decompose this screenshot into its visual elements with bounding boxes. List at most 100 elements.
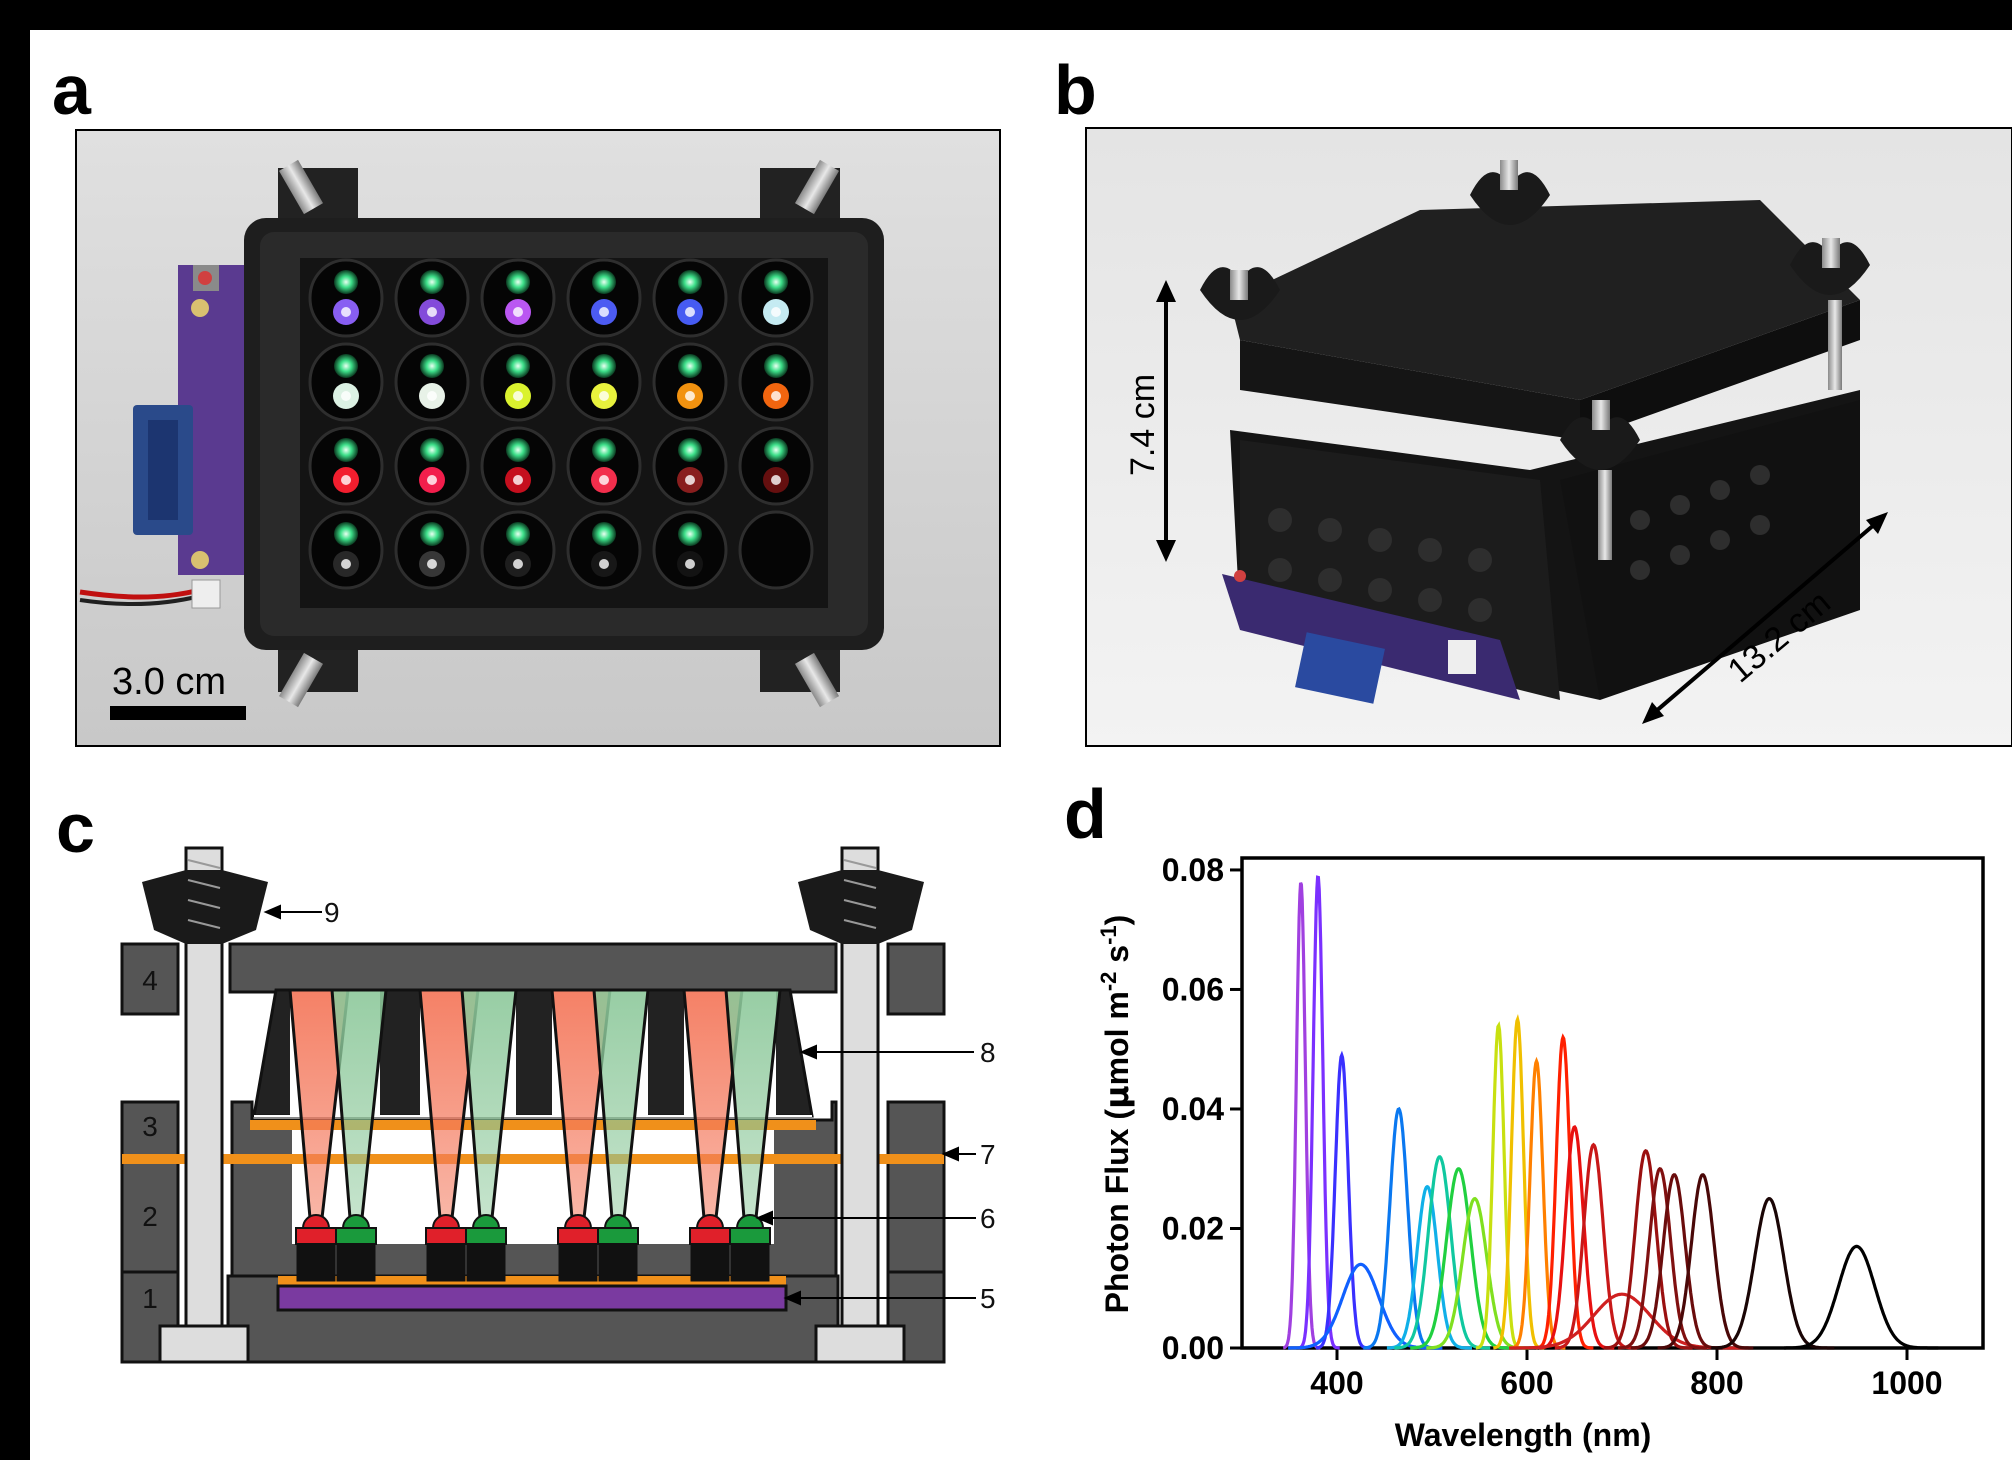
layer-4-right — [886, 942, 946, 1016]
test-led-core — [599, 559, 609, 569]
well — [394, 342, 470, 422]
well — [308, 342, 384, 422]
test-led-core — [341, 475, 351, 485]
led-base — [729, 1227, 771, 1245]
green-led — [592, 522, 616, 546]
led-socket — [598, 1242, 638, 1282]
light-beams — [288, 988, 782, 1220]
scale-bar: 3.0 cm — [110, 661, 246, 720]
test-led-core — [685, 559, 695, 569]
green-led — [420, 354, 444, 378]
green-led — [678, 270, 702, 294]
green-led — [678, 438, 702, 462]
led-base — [557, 1227, 599, 1245]
x-tick-label: 600 — [1500, 1365, 1553, 1401]
y-axis-label-s: s — [1099, 945, 1135, 972]
test-led-core — [427, 391, 437, 401]
bolt-bottom-right — [794, 652, 840, 708]
test-led-core — [341, 559, 351, 569]
y-axis-label-unit: mol m — [1099, 991, 1135, 1085]
spectrum-series — [1535, 1033, 1594, 1350]
test-led-core — [341, 307, 351, 317]
bolt-left — [142, 846, 268, 1364]
test-led-core — [513, 391, 523, 401]
test-led-core — [771, 307, 781, 317]
layer-label-3: 3 — [142, 1111, 158, 1142]
spectrum-series — [1282, 882, 1321, 1350]
led-base — [597, 1227, 639, 1245]
y-axis-label-mu: μ — [1098, 1085, 1136, 1109]
test-led-core — [513, 559, 523, 569]
wing-nut-front-left — [1200, 267, 1280, 320]
wing-nut-right — [1790, 238, 1870, 390]
led-socket — [296, 1242, 336, 1282]
height-dimension: 7.4 cm — [1124, 280, 1176, 562]
green-led — [506, 354, 530, 378]
green-led — [334, 438, 358, 462]
well — [566, 258, 642, 338]
green-led — [764, 438, 788, 462]
height-dimension-label: 7.4 cm — [1124, 374, 1162, 476]
y-axis-label-exp2: -1 — [1096, 925, 1121, 945]
bolt-bottom-left — [278, 652, 324, 708]
y-tick-label: 0.02 — [1162, 1210, 1224, 1246]
callout-5: 5 — [980, 1283, 996, 1314]
spectrum-series — [1630, 1173, 1723, 1350]
led-base — [425, 1227, 467, 1245]
green-led — [764, 270, 788, 294]
well — [394, 426, 470, 506]
led-base — [335, 1227, 377, 1245]
well — [308, 510, 384, 590]
led-row — [295, 1214, 771, 1282]
test-led-core — [427, 559, 437, 569]
y-axis-label-prefix: Photon Flux ( — [1099, 1109, 1135, 1314]
pcb-board — [133, 265, 256, 575]
test-led-core — [513, 475, 523, 485]
callout-8: 8 — [980, 1037, 996, 1068]
test-led-core — [513, 307, 523, 317]
well — [394, 258, 470, 338]
well — [738, 342, 814, 422]
well — [652, 510, 728, 590]
panel-d: d 400 600 800 1000 0.00 0.02 0.04 0.06 0.08 Wave… — [1064, 775, 1985, 1453]
test-led-core — [685, 307, 695, 317]
led-socket — [336, 1242, 376, 1282]
well — [480, 342, 556, 422]
led-socket — [426, 1242, 466, 1282]
y-tick-label: 0.06 — [1162, 971, 1224, 1007]
test-led-core — [599, 307, 609, 317]
y-axis-label-exp1: -2 — [1096, 972, 1121, 992]
led-dome — [471, 1214, 501, 1229]
test-led-core — [685, 475, 695, 485]
green-led — [420, 522, 444, 546]
led-base — [465, 1227, 507, 1245]
green-led — [420, 270, 444, 294]
well — [480, 258, 556, 338]
spectrum-series — [1657, 1173, 1754, 1350]
well — [566, 510, 642, 590]
well — [738, 426, 814, 506]
green-led — [334, 354, 358, 378]
x-axis-label: Wavelength (nm) — [1395, 1417, 1652, 1453]
well — [480, 426, 556, 506]
y-tick-label: 0.08 — [1162, 852, 1224, 888]
green-led — [506, 438, 530, 462]
spectrum-series — [1386, 1184, 1472, 1350]
wing-nut-front-right — [1560, 400, 1640, 560]
wing-nut-back — [1470, 160, 1550, 225]
panel-d-label: d — [1064, 775, 1107, 853]
led-base — [689, 1227, 731, 1245]
well — [566, 426, 642, 506]
callout-6: 6 — [980, 1203, 996, 1234]
well — [566, 342, 642, 422]
gasket-layer-3 — [122, 1154, 944, 1164]
green-led — [506, 522, 530, 546]
green-led — [592, 438, 616, 462]
scale-bar-label: 3.0 cm — [112, 661, 226, 703]
bolt-top-left — [278, 159, 324, 215]
callouts — [263, 904, 976, 1306]
led-dome — [301, 1214, 331, 1229]
test-led-core — [685, 391, 695, 401]
gasket-pcb — [278, 1276, 786, 1286]
